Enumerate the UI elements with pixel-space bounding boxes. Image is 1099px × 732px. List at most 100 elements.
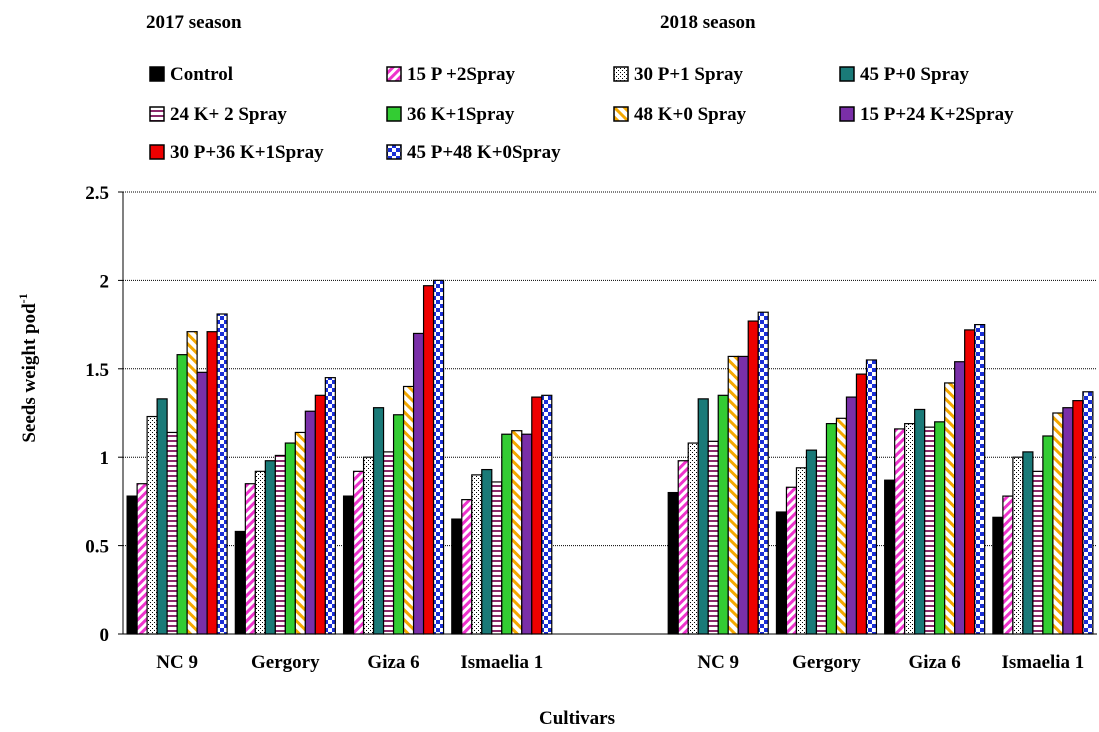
x-tick-label: Ismaelia 1 <box>460 652 543 673</box>
bar <box>324 377 336 635</box>
legend-swatch <box>149 66 165 82</box>
y-axis-title: Seeds weight pod-1 <box>16 293 40 442</box>
bar <box>176 354 188 635</box>
bar <box>1072 400 1084 635</box>
bar <box>521 433 533 635</box>
legend-swatch <box>839 106 855 122</box>
legend-label: Control <box>170 64 233 85</box>
legend-swatch <box>613 106 629 122</box>
legend-label: 45 P+0 Spray <box>860 64 969 85</box>
y-tick-label: 1 <box>100 448 110 469</box>
y-axis-title-superscript: -1 <box>16 293 30 303</box>
bar <box>314 394 326 635</box>
legend-swatch <box>386 144 402 160</box>
bar <box>747 320 759 635</box>
season-title-2018: 2018 season <box>660 12 756 33</box>
bar <box>481 468 493 635</box>
bar <box>451 518 463 635</box>
bar <box>1012 456 1024 635</box>
bar <box>216 313 228 635</box>
x-tick-label: Gergory <box>251 652 320 673</box>
bar <box>992 516 1004 635</box>
legend: Control 15 P +2Spray 30 P+1 Spray 45 P+0 Sp… <box>149 64 1014 163</box>
legend-swatch <box>386 66 402 82</box>
bar <box>254 470 266 635</box>
bar <box>1032 470 1044 635</box>
bar <box>677 460 689 635</box>
bar <box>707 440 719 635</box>
bar <box>126 495 138 635</box>
bar <box>156 398 168 635</box>
bar <box>491 481 503 635</box>
legend-swatch <box>149 106 165 122</box>
legend-label: 15 P +2Spray <box>407 64 515 85</box>
bar <box>717 394 729 635</box>
bar <box>352 470 365 635</box>
bar <box>196 371 208 635</box>
legend-label: 24 K+ 2 Spray <box>170 104 287 125</box>
x-tick-label: Giza 6 <box>367 652 419 673</box>
bar <box>737 355 749 635</box>
legend-label: 30 P+36 K+1Spray <box>170 142 324 163</box>
bar <box>461 499 473 635</box>
bar <box>501 433 513 635</box>
bar <box>1022 451 1034 635</box>
x-tick-label: Ismaelia 1 <box>1001 652 1084 673</box>
bar <box>1002 495 1014 635</box>
bar <box>1042 435 1054 635</box>
bar <box>944 382 956 635</box>
legend-item: 36 K+1Spray <box>386 104 515 125</box>
bar <box>146 415 158 635</box>
bar <box>136 483 148 635</box>
bar <box>234 530 246 635</box>
bar <box>845 396 858 635</box>
legend-item: 30 P+36 K+1Spray <box>149 142 324 163</box>
legend-label: 15 P+24 K+2Spray <box>860 104 1014 125</box>
bar <box>432 279 445 635</box>
bar <box>541 394 553 635</box>
legend-label: 36 K+1Spray <box>407 104 515 125</box>
bar <box>342 495 355 635</box>
y-axis-title-main: Seeds weight pod <box>19 303 40 443</box>
bar <box>372 407 385 635</box>
y-tick-label: 2.5 <box>85 183 109 204</box>
bar <box>855 373 868 635</box>
legend-label: 45 P+48 K+0Spray <box>407 142 561 163</box>
bar <box>687 442 699 635</box>
bar <box>362 456 375 635</box>
bar <box>775 511 788 635</box>
legend-item: 30 P+1 Spray <box>613 64 743 85</box>
bar <box>894 428 906 635</box>
bar <box>934 421 946 635</box>
legend-swatch <box>839 66 855 82</box>
bar <box>264 460 276 635</box>
bar <box>805 449 818 635</box>
y-tick-label: 0.5 <box>85 537 109 558</box>
bar <box>815 456 828 635</box>
legend-item: 45 P+0 Spray <box>839 64 969 85</box>
legend-swatch <box>149 144 165 160</box>
season-title-2017: 2017 season <box>146 12 242 33</box>
bar <box>412 332 425 635</box>
bars <box>126 279 1094 635</box>
bar <box>1082 391 1094 635</box>
legend-item: 15 P+24 K+2Spray <box>839 104 1014 125</box>
bar <box>974 324 986 635</box>
legend-swatch <box>386 106 402 122</box>
bar <box>904 423 916 635</box>
bar <box>785 486 798 635</box>
y-tick-label: 0 <box>100 625 110 646</box>
bar <box>825 423 838 635</box>
bar <box>884 479 896 635</box>
legend-item: 45 P+48 K+0Spray <box>386 142 561 163</box>
bar <box>471 474 483 635</box>
bar <box>954 361 966 635</box>
bar <box>531 396 543 635</box>
y-tick-labels: 0 0.5 1 1.5 2 2.5 <box>85 183 109 646</box>
bar <box>284 442 296 635</box>
legend-item: Control <box>149 64 233 85</box>
x-tick-label: NC 9 <box>156 652 198 673</box>
bar <box>727 355 739 635</box>
bar <box>1062 407 1074 635</box>
